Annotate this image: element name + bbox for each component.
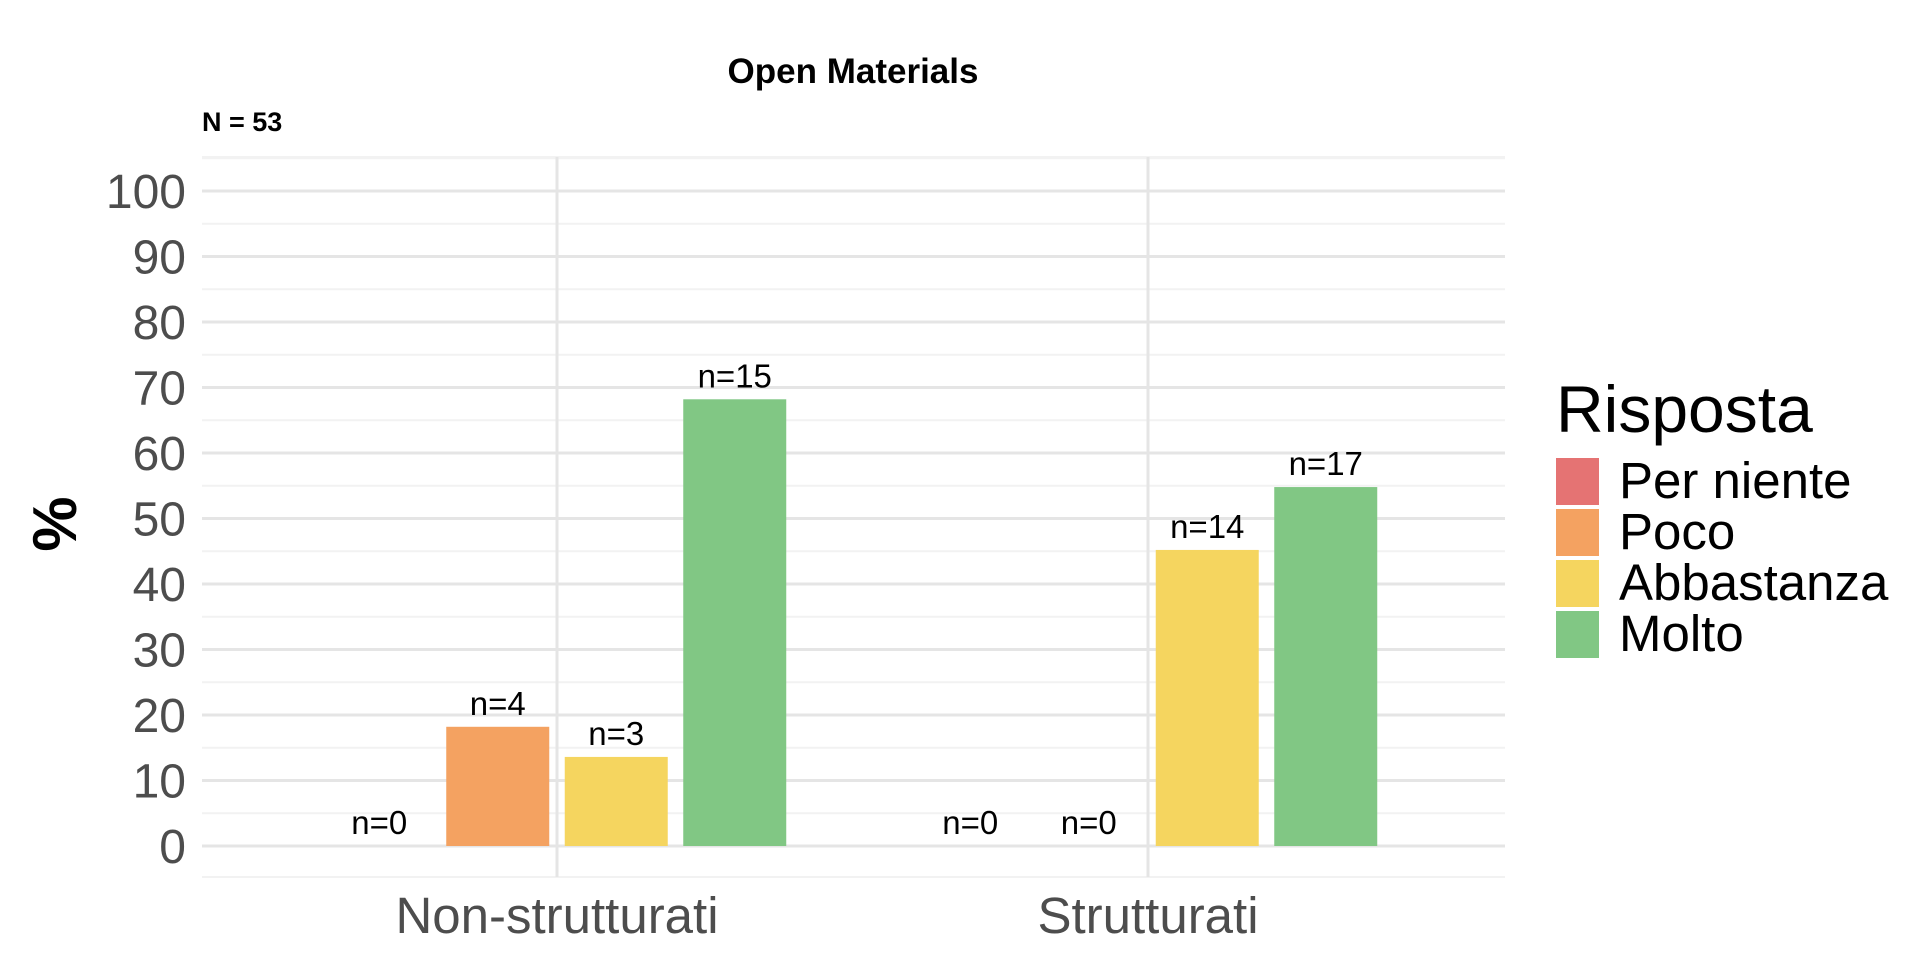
legend-label: Molto <box>1619 605 1744 662</box>
bar-data-label: n=17 <box>1289 445 1363 482</box>
y-tick-label: 10 <box>133 756 186 809</box>
y-tick-label: 100 <box>106 166 186 219</box>
bar <box>683 399 787 846</box>
grid <box>202 156 1505 878</box>
legend-swatch <box>1556 458 1599 505</box>
y-ticks: 0 10 20 30 40 50 60 70 80 90 100 <box>106 166 186 874</box>
y-tick-label: 20 <box>133 690 186 743</box>
y-axis-label: % <box>21 496 90 551</box>
bar <box>1274 487 1378 846</box>
bar-data-label: n=0 <box>351 804 407 841</box>
x-tick-label: Strutturati <box>1037 887 1258 944</box>
legend-swatch <box>1556 611 1599 658</box>
bar-data-label: n=0 <box>942 804 998 841</box>
bar-data-label: n=3 <box>588 715 644 752</box>
bar-data-label: n=0 <box>1061 804 1117 841</box>
y-tick-label: 50 <box>133 494 186 547</box>
y-tick-label: 0 <box>159 821 186 874</box>
y-tick-label: 60 <box>133 428 186 481</box>
y-tick-label: 80 <box>133 297 186 350</box>
legend-label: Per niente <box>1619 452 1852 509</box>
x-tick-label: Non-strutturati <box>395 887 718 944</box>
bar-labels: n=0 n=4 n=3 n=15 n=0 n=0 n=14 n=17 <box>351 357 1363 841</box>
bar-data-label: n=14 <box>1170 508 1244 545</box>
legend-swatch <box>1556 560 1599 607</box>
legend-swatch <box>1556 509 1599 556</box>
bar-data-label: n=15 <box>698 357 772 394</box>
legend-title: Risposta <box>1556 372 1813 446</box>
bar <box>1155 549 1259 846</box>
y-tick-label: 90 <box>133 232 186 285</box>
bar <box>446 726 550 846</box>
bar-data-label: n=4 <box>470 685 526 722</box>
legend-label: Poco <box>1619 503 1735 560</box>
y-tick-label: 30 <box>133 625 186 678</box>
bars <box>446 399 1378 846</box>
y-tick-label: 70 <box>133 363 186 416</box>
bar <box>564 756 668 846</box>
legend-label: Abbastanza <box>1619 554 1889 611</box>
chart-subtitle: N = 53 <box>202 107 282 137</box>
y-tick-label: 40 <box>133 559 186 612</box>
x-ticks: Non-strutturati Strutturati <box>395 887 1258 944</box>
chart-title: Open Materials <box>728 52 979 91</box>
